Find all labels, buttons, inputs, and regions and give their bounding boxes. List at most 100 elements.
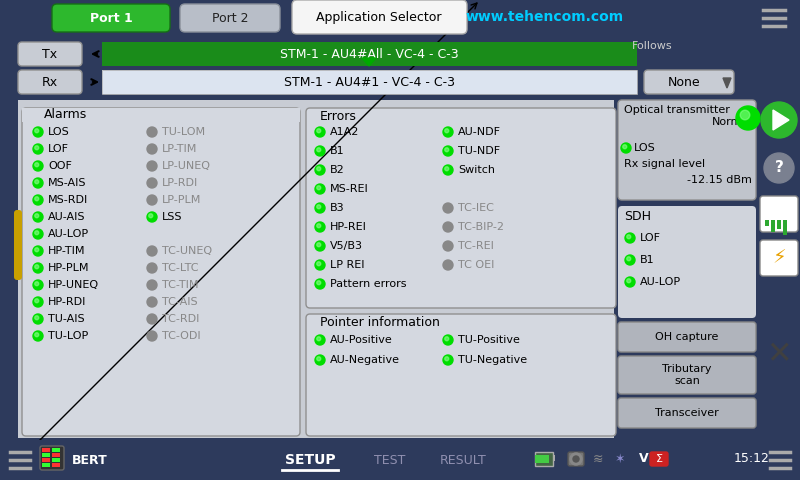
FancyBboxPatch shape — [40, 446, 64, 470]
Bar — [765, 220, 769, 226]
Text: TC-LTC: TC-LTC — [162, 263, 198, 273]
Text: HP-REI: HP-REI — [330, 222, 367, 232]
Text: Rx: Rx — [42, 75, 58, 88]
Text: Transceiver: Transceiver — [655, 408, 719, 418]
Circle shape — [315, 222, 325, 232]
Circle shape — [33, 229, 43, 239]
Bar — [52, 458, 60, 462]
Circle shape — [147, 178, 157, 188]
Text: A1A2: A1A2 — [330, 127, 359, 137]
Text: SDH: SDH — [624, 209, 651, 223]
Polygon shape — [773, 110, 789, 130]
Bar — [0, 440, 800, 480]
Text: LOS: LOS — [634, 143, 656, 153]
Circle shape — [147, 314, 157, 324]
Circle shape — [315, 241, 325, 251]
Text: HP-RDI: HP-RDI — [48, 297, 86, 307]
Text: TC-BIP-2: TC-BIP-2 — [458, 222, 504, 232]
Text: V5/B3: V5/B3 — [330, 241, 363, 251]
Text: LOF: LOF — [640, 233, 661, 243]
Text: AU-NDF: AU-NDF — [458, 127, 501, 137]
Circle shape — [34, 163, 38, 167]
Text: STM-1 - AU4#All - VC-4 - C-3: STM-1 - AU4#All - VC-4 - C-3 — [280, 48, 458, 60]
Text: BERT: BERT — [72, 454, 108, 467]
Circle shape — [34, 214, 38, 218]
Circle shape — [573, 456, 579, 462]
Circle shape — [570, 453, 582, 465]
Text: LP-PLM: LP-PLM — [162, 195, 202, 205]
Circle shape — [33, 280, 43, 290]
Circle shape — [315, 146, 325, 156]
Bar — [42, 458, 50, 462]
Bar — [22, 108, 300, 122]
Text: -12.15 dBm: -12.15 dBm — [687, 175, 752, 185]
Circle shape — [443, 222, 453, 232]
Circle shape — [34, 180, 38, 184]
Circle shape — [147, 246, 157, 256]
Text: TU-LOM: TU-LOM — [162, 127, 205, 137]
Bar — [42, 448, 50, 452]
Bar — [783, 220, 787, 235]
Circle shape — [33, 144, 43, 154]
Text: TU-LOP: TU-LOP — [48, 331, 88, 341]
Text: Application Selector: Application Selector — [316, 11, 442, 24]
Bar — [102, 42, 637, 66]
Circle shape — [443, 146, 453, 156]
Circle shape — [626, 235, 630, 239]
Text: TC-UNEQ: TC-UNEQ — [162, 246, 212, 256]
Text: Tributary
scan: Tributary scan — [662, 364, 712, 386]
Text: Errors: Errors — [320, 109, 357, 122]
Text: Follows: Follows — [632, 41, 672, 51]
Circle shape — [626, 279, 630, 283]
Circle shape — [625, 277, 635, 287]
Circle shape — [317, 205, 321, 209]
FancyBboxPatch shape — [180, 4, 280, 32]
FancyBboxPatch shape — [618, 206, 756, 318]
Circle shape — [34, 197, 38, 201]
FancyBboxPatch shape — [52, 4, 170, 32]
Text: TC-REI: TC-REI — [458, 241, 494, 251]
Circle shape — [445, 167, 449, 171]
Text: Tx: Tx — [42, 48, 58, 60]
Bar — [52, 463, 60, 467]
Circle shape — [445, 129, 449, 133]
Bar — [102, 70, 637, 94]
Circle shape — [764, 153, 794, 183]
Circle shape — [147, 280, 157, 290]
Circle shape — [34, 248, 38, 252]
Circle shape — [317, 337, 321, 341]
Circle shape — [445, 148, 449, 152]
Text: ≋: ≋ — [593, 453, 603, 466]
Text: AU-LOP: AU-LOP — [48, 229, 89, 239]
Text: 15:12: 15:12 — [734, 453, 770, 466]
Circle shape — [622, 145, 626, 149]
Bar — [52, 448, 60, 452]
Text: Pointer information: Pointer information — [320, 315, 440, 328]
Text: AU-AIS: AU-AIS — [48, 212, 86, 222]
Text: MS-REI: MS-REI — [330, 184, 369, 194]
Circle shape — [315, 260, 325, 270]
Circle shape — [315, 355, 325, 365]
Text: LP-TIM: LP-TIM — [162, 144, 198, 154]
Circle shape — [315, 335, 325, 345]
Text: Optical transmitter: Optical transmitter — [624, 105, 730, 115]
Text: LP-UNEQ: LP-UNEQ — [162, 161, 211, 171]
Text: STM-1 - AU4#1 - VC-4 - C-3: STM-1 - AU4#1 - VC-4 - C-3 — [283, 75, 454, 88]
Circle shape — [317, 224, 321, 228]
Text: LOS: LOS — [48, 127, 70, 137]
FancyBboxPatch shape — [644, 70, 734, 94]
Text: OH capture: OH capture — [655, 332, 718, 342]
Circle shape — [147, 127, 157, 137]
Circle shape — [626, 257, 630, 261]
Text: RESULT: RESULT — [440, 454, 486, 467]
FancyBboxPatch shape — [618, 356, 756, 394]
Circle shape — [443, 127, 453, 137]
Circle shape — [443, 241, 453, 251]
Circle shape — [33, 263, 43, 273]
Circle shape — [34, 265, 38, 269]
Text: HP-UNEQ: HP-UNEQ — [48, 280, 99, 290]
Circle shape — [443, 165, 453, 175]
Circle shape — [147, 161, 157, 171]
Text: B1: B1 — [330, 146, 345, 156]
Bar — [535, 452, 553, 466]
